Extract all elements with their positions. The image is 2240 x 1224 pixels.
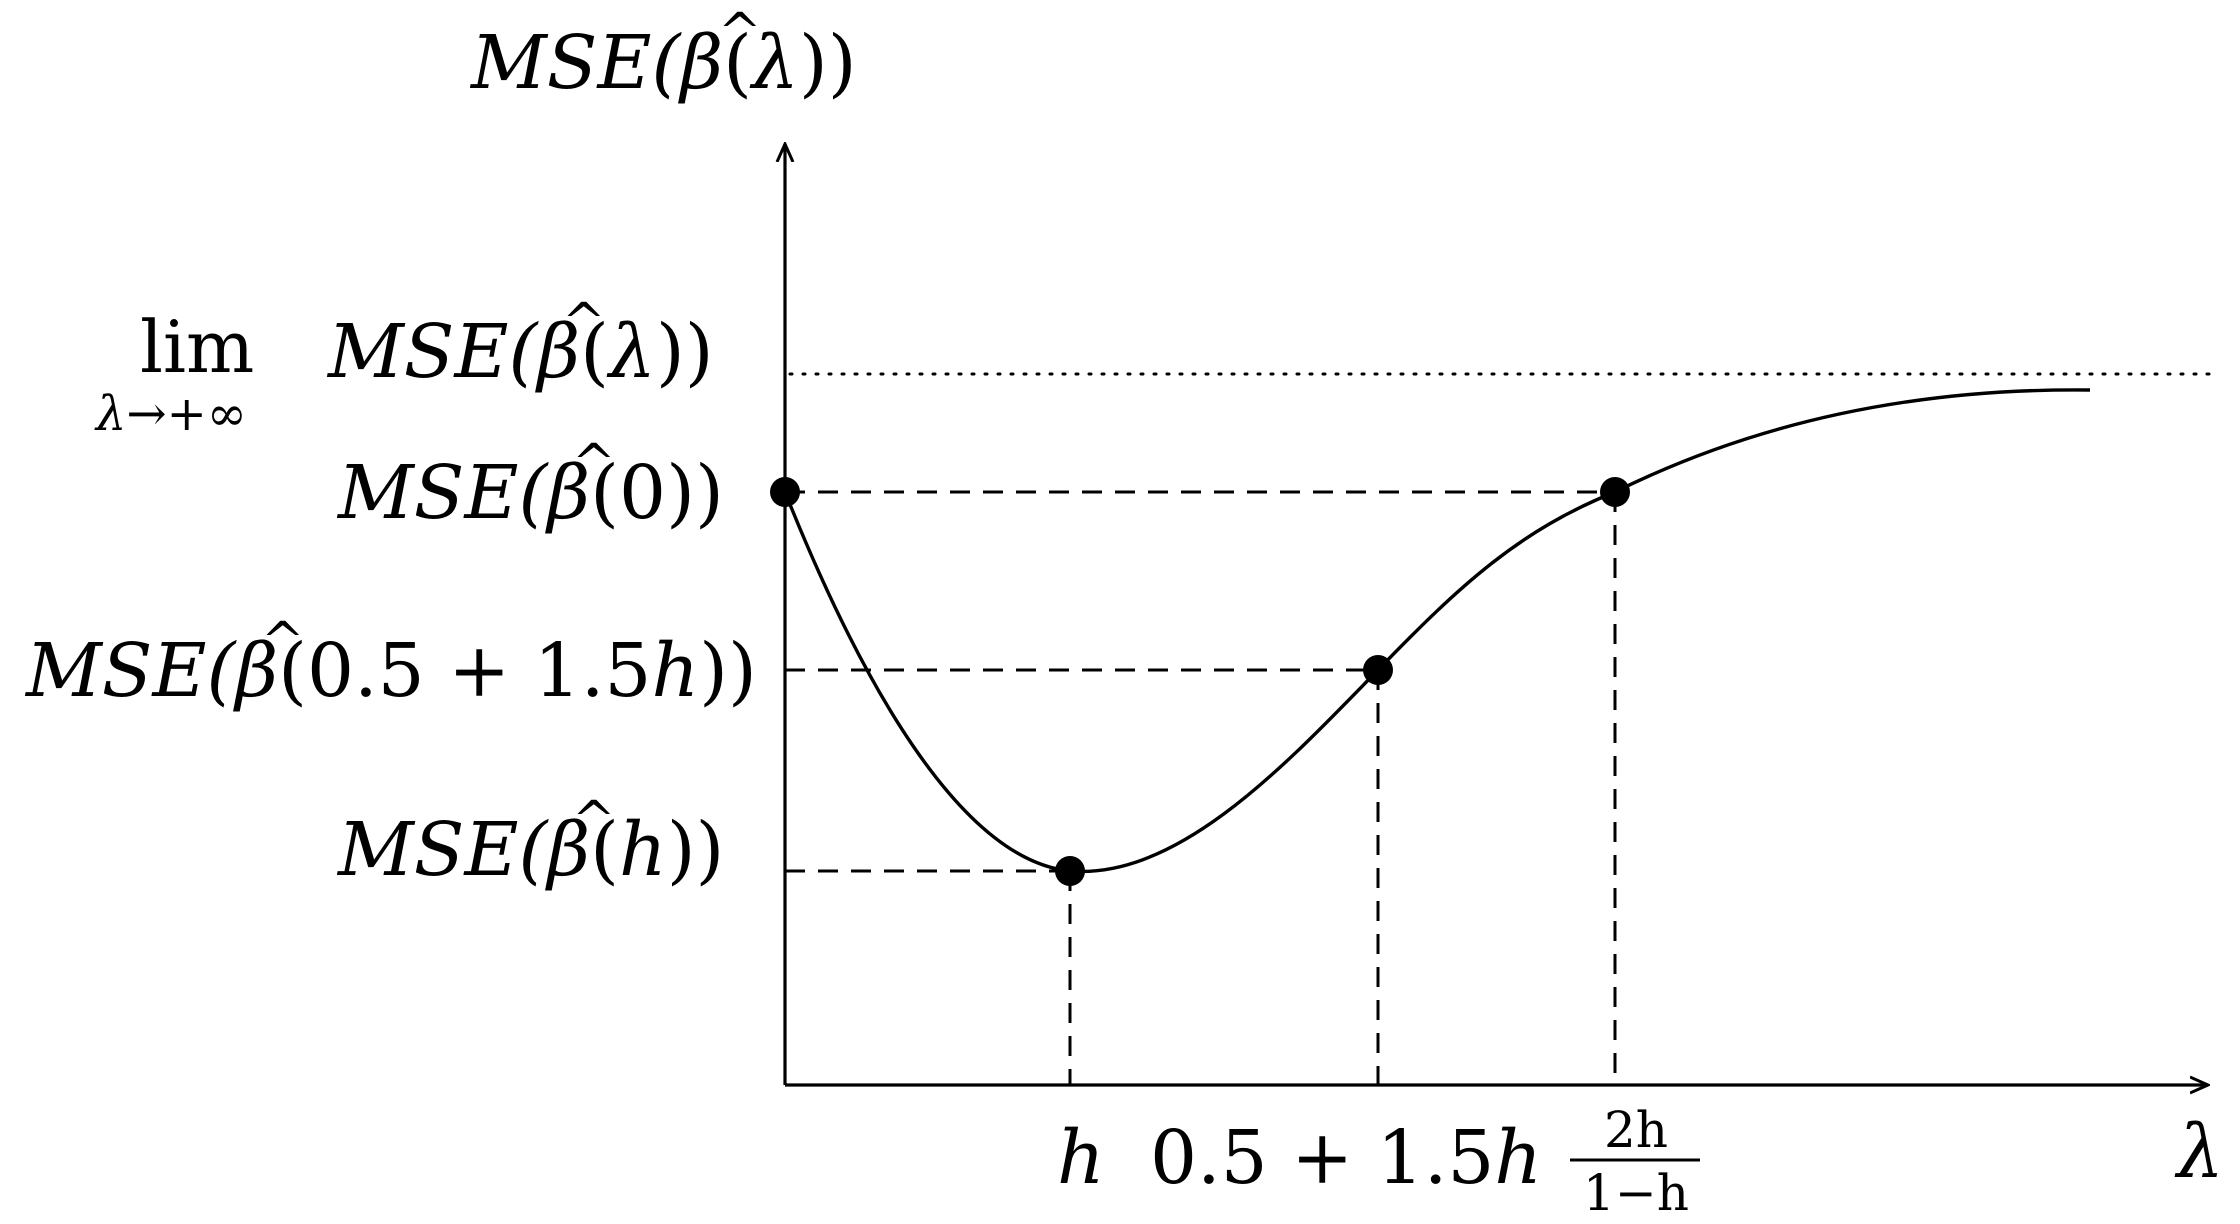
point-lambda-frac [1600, 477, 1630, 507]
svg-text:MSE(β(0)): MSE(β(0)) [336, 450, 724, 536]
svg-text:MSE(β(0.5 + 1.5h)): MSE(β(0.5 + 1.5h)) [24, 628, 757, 714]
svg-text:^: ^ [718, 3, 762, 63]
svg-text:^: ^ [261, 612, 305, 672]
svg-text:^: ^ [562, 293, 606, 353]
point-lambda-mid [1363, 655, 1393, 685]
y-axis-label: MSE(β(λ)) ^ [469, 3, 857, 106]
svg-text:MSE(β(λ)): MSE(β(λ)) [326, 309, 714, 395]
svg-text:^: ^ [572, 791, 616, 851]
svg-text:MSE(β(λ)): MSE(β(λ)) [469, 20, 857, 106]
svg-text:^: ^ [572, 434, 616, 494]
xlabel-mid: 0.5 + 1.5h [1150, 1115, 1542, 1201]
xlabel-h: h [1057, 1115, 1105, 1201]
mse-curve [783, 388, 2091, 874]
label-mseh: MSE(β(h)) ^ [336, 791, 724, 893]
x-axis-label: λ [2174, 1109, 2224, 1195]
label-mse-mid: MSE(β(0.5 + 1.5h)) ^ [24, 612, 757, 714]
xlabel-frac: 2h 1−h [1570, 1101, 1700, 1222]
point-lambda-h [1055, 856, 1085, 886]
point-lambda-0 [770, 477, 800, 507]
svg-text:lim: lim [140, 305, 254, 389]
label-mse0: MSE(β(0)) ^ [336, 434, 724, 536]
limit-label: lim λ→+∞ MSE(β(λ)) ^ [94, 293, 714, 442]
svg-text:1−h: 1−h [1583, 1164, 1689, 1222]
svg-text:λ→+∞: λ→+∞ [94, 386, 247, 442]
svg-text:2h: 2h [1604, 1101, 1668, 1159]
svg-text:MSE(β(h)): MSE(β(h)) [336, 807, 724, 893]
